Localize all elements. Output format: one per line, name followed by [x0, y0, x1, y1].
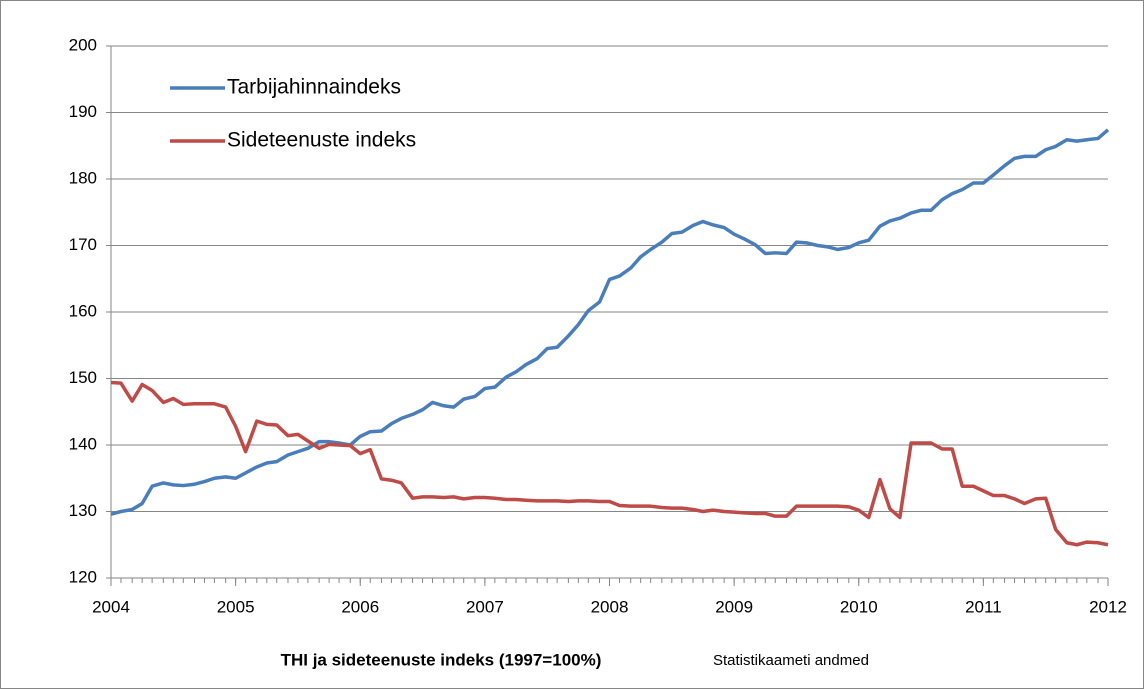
x-tick-label: 2007	[466, 597, 504, 616]
y-tick-label: 140	[69, 434, 97, 453]
x-tick-label: 2009	[715, 597, 753, 616]
y-tick-label: 180	[69, 168, 97, 187]
x-tick-label: 2011	[965, 597, 1002, 616]
y-tick-label: 190	[69, 102, 97, 121]
series-line	[110, 380, 1109, 547]
x-tick-label: 2008	[591, 597, 629, 616]
y-tick-label: 150	[69, 368, 97, 387]
y-tick-label: 170	[69, 235, 97, 254]
x-tick-label: 2010	[840, 597, 878, 616]
legend-label: Tarbijahinnaindeks	[227, 76, 401, 99]
x-tick-label: 2005	[217, 597, 255, 616]
chart-subtitle: Statistikaameti andmed	[713, 652, 869, 669]
y-tick-label: 200	[69, 35, 97, 54]
legend-label: Sideteenuste indeks	[227, 129, 416, 152]
series-line	[110, 128, 1110, 516]
y-tick-label: 120	[69, 567, 97, 586]
chart-title: THI ja sideteenuste indeks (1997=100%)	[281, 650, 602, 669]
x-tick-label: 2006	[341, 597, 379, 616]
y-tick-label: 130	[69, 501, 97, 520]
y-tick-label: 160	[69, 301, 97, 320]
x-tick-label: 2012	[1089, 597, 1127, 616]
x-tick-label: 2004	[92, 597, 130, 616]
